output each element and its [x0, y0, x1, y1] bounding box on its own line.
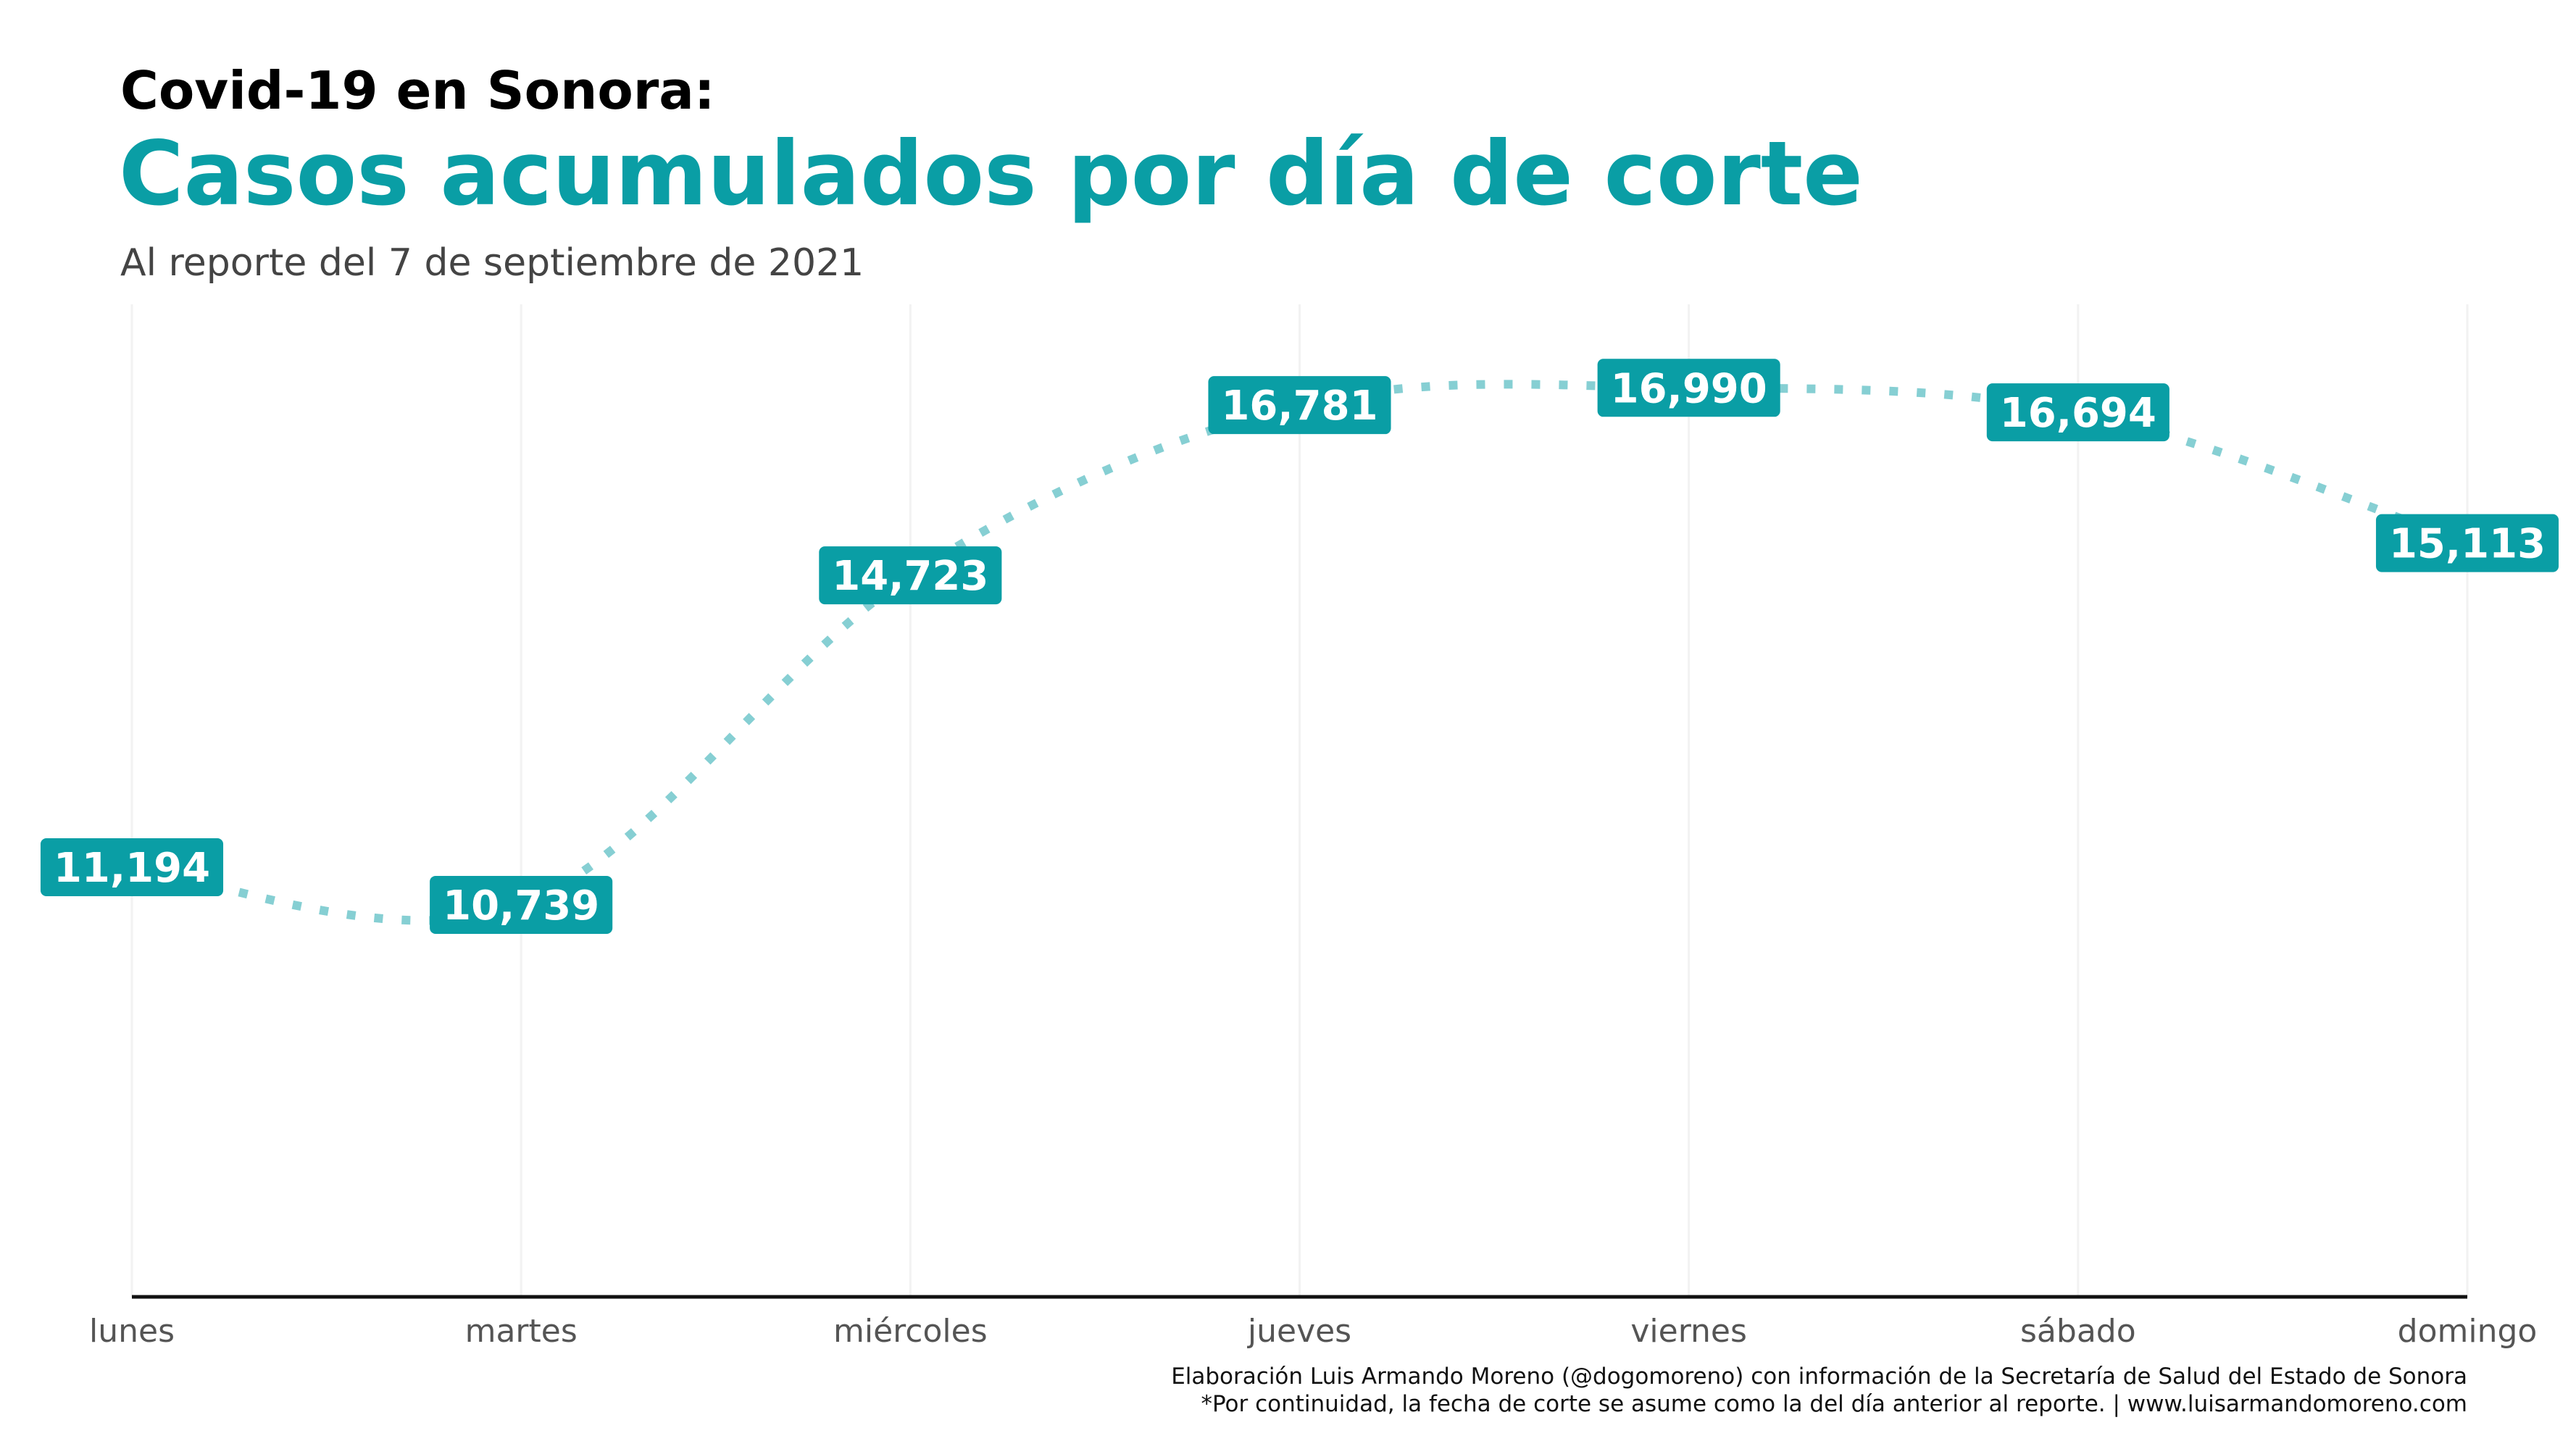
- x-tick-2: miércoles: [833, 1313, 988, 1350]
- data-label-box-0: [40, 838, 224, 897]
- data-label-2: 14,723: [819, 546, 1002, 605]
- x-tick-5: sábado: [2020, 1313, 2136, 1350]
- data-label-0: 11,194: [40, 838, 224, 897]
- data-labels: 11,194 10,739 14,723 16,781 16,990 16,694 15,1…: [40, 359, 2559, 934]
- data-label-text-2: 14,723: [832, 553, 988, 600]
- data-label-6: 15,113: [2375, 514, 2559, 572]
- data-label-5: 16,694: [1986, 383, 2169, 442]
- x-tick-1: martes: [465, 1313, 578, 1350]
- data-label-text-5: 16,694: [2000, 390, 2156, 437]
- data-label-1: 10,739: [430, 875, 613, 934]
- data-label-box-1: [430, 875, 613, 934]
- data-label-box-4: [1597, 359, 1780, 417]
- caption-source: Elaboración Luis Armando Moreno (@dogomo…: [1171, 1364, 2467, 1390]
- x-tick-3: jueves: [1247, 1313, 1351, 1350]
- data-label-box-3: [1208, 376, 1391, 435]
- chart-kicker: Covid-19 en Sonora:: [120, 60, 715, 121]
- data-label-box-6: [2375, 514, 2559, 572]
- chart-subtitle: Al reporte del 7 de septiembre de 2021: [120, 241, 864, 285]
- gridlines: [130, 304, 2469, 1297]
- x-axis-ticks: lunes martes miércoles jueves viernes sábado d…: [89, 1313, 2537, 1350]
- data-label-3: 16,781: [1208, 376, 1391, 435]
- data-label-text-0: 11,194: [54, 845, 210, 892]
- x-tick-6: domingo: [2398, 1313, 2538, 1350]
- data-label-box-2: [819, 546, 1002, 605]
- data-label-box-5: [1986, 383, 2169, 442]
- data-label-text-3: 16,781: [1221, 383, 1377, 430]
- data-label-text-6: 15,113: [2389, 521, 2546, 568]
- data-label-4: 16,990: [1597, 359, 1780, 417]
- x-tick-0: lunes: [89, 1313, 175, 1350]
- data-label-text-1: 10,739: [443, 882, 599, 930]
- data-label-text-4: 16,990: [1611, 365, 1767, 412]
- chart-title: Casos acumulados por día de corte: [119, 122, 1863, 225]
- caption-note: *Por continuidad, la fecha de corte se a…: [1201, 1391, 2467, 1417]
- x-tick-4: viernes: [1630, 1313, 1747, 1350]
